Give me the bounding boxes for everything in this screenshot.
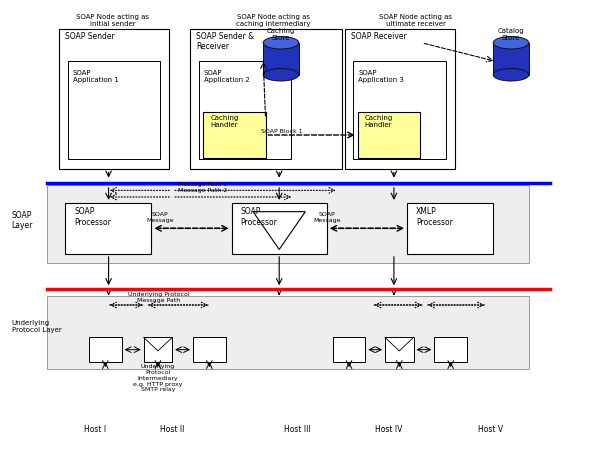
Bar	[434, 338, 467, 362]
Bar	[89, 338, 122, 362]
Bar	[47, 185, 529, 263]
Text: Message Path 2: Message Path 2	[178, 189, 227, 194]
Text: SOAP Block 1: SOAP Block 1	[262, 129, 303, 134]
Text: SOAP
Application 2: SOAP Application 2	[203, 70, 250, 83]
Text: SOAP Node acting as
initial sender: SOAP Node acting as initial sender	[76, 14, 149, 27]
Bar	[203, 112, 266, 158]
Bar	[47, 296, 529, 369]
Bar	[385, 338, 413, 362]
Text: SOAP Node acting as
ultimate receiver: SOAP Node acting as ultimate receiver	[379, 14, 452, 27]
Text: Message Path 1: Message Path 1	[178, 182, 227, 187]
Bar	[358, 112, 420, 158]
Bar	[199, 62, 291, 159]
Text: Underlying
Protocol Layer: Underlying Protocol Layer	[11, 320, 61, 333]
Ellipse shape	[263, 68, 299, 81]
Bar	[353, 62, 446, 159]
Text: SOAP
Processor: SOAP Processor	[241, 207, 277, 227]
Text: Catalog
Store: Catalog Store	[498, 27, 524, 40]
Text: SOAP
Message: SOAP Message	[313, 212, 340, 223]
Ellipse shape	[493, 36, 529, 49]
Bar	[493, 43, 529, 75]
Text: SOAP
Application 3: SOAP Application 3	[358, 70, 404, 83]
Text: Caching
Store: Caching Store	[267, 27, 295, 40]
Text: Host II: Host II	[160, 425, 184, 434]
Text: SOAP Sender: SOAP Sender	[65, 32, 115, 40]
Text: Underlying Protocol
Message Path: Underlying Protocol Message Path	[128, 292, 190, 303]
Ellipse shape	[493, 68, 529, 81]
Bar	[143, 338, 172, 362]
Bar	[59, 29, 169, 170]
Bar	[344, 29, 455, 170]
Text: XMLP
Processor: XMLP Processor	[416, 207, 453, 227]
Bar	[190, 29, 341, 170]
Bar	[193, 338, 226, 362]
Bar	[68, 62, 160, 159]
Text: Host IV: Host IV	[376, 425, 403, 434]
Text: Host V: Host V	[478, 425, 503, 434]
Text: Underlying
Protocol
Intermediary
e.g. HTTP proxy
SMTP relay: Underlying Protocol Intermediary e.g. HT…	[133, 364, 182, 392]
Bar	[263, 43, 299, 75]
Bar	[332, 338, 365, 362]
Text: Caching
Handler: Caching Handler	[365, 115, 393, 128]
Text: Host I: Host I	[84, 425, 106, 434]
Bar	[65, 203, 151, 254]
Text: SOAP
Application 1: SOAP Application 1	[73, 70, 119, 83]
Text: SOAP Sender &
Receiver: SOAP Sender & Receiver	[196, 32, 254, 51]
Text: Host III: Host III	[284, 425, 310, 434]
Text: SOAP
Layer: SOAP Layer	[11, 211, 33, 230]
Text: SOAP Node acting as
caching intermediary: SOAP Node acting as caching intermediary	[236, 14, 311, 27]
Bar	[407, 203, 493, 254]
Polygon shape	[253, 212, 305, 249]
Text: SOAP
Message: SOAP Message	[146, 212, 174, 223]
Text: SOAP
Processor: SOAP Processor	[74, 207, 111, 227]
Bar	[232, 203, 327, 254]
Ellipse shape	[263, 36, 299, 49]
Text: SOAP Receiver: SOAP Receiver	[350, 32, 406, 40]
Text: Caching
Handler: Caching Handler	[210, 115, 238, 128]
